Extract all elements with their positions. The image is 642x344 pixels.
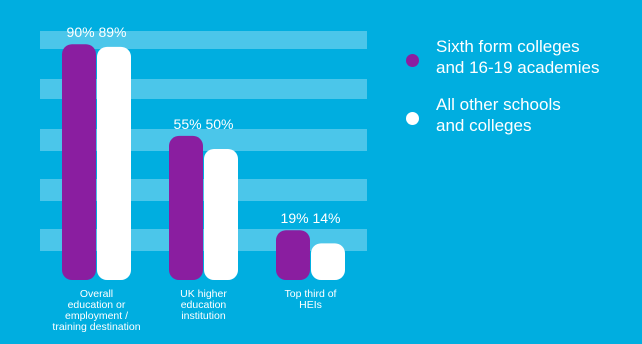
category-label-line: training destination xyxy=(52,321,140,333)
bar-other-schools-0 xyxy=(97,46,131,280)
bar-sixth-form-1 xyxy=(169,135,203,280)
bar-sixth-form-2 xyxy=(276,230,310,280)
category-label-line: HEIs xyxy=(299,299,322,311)
value-label-2: 19% 14% xyxy=(281,210,341,226)
category-label-line: Top third of xyxy=(285,288,337,300)
value-label-1: 55% 50% xyxy=(174,116,234,132)
category-label-line: employment / xyxy=(65,310,128,322)
category-label-line: UK higher xyxy=(180,288,227,300)
legend-swatch-other-schools xyxy=(406,112,419,125)
grid-band-0 xyxy=(40,31,367,49)
category-label-line: education or xyxy=(68,299,126,311)
legend: Sixth form colleges and 16-19 academies … xyxy=(398,36,600,152)
legend-label-other-schools: All other schools and colleges xyxy=(436,95,561,135)
category-label-line: Overall xyxy=(80,288,113,300)
legend-label-sixth-form: Sixth form colleges and 16-19 academies xyxy=(436,37,600,77)
category-label-1: UK higher education institution xyxy=(180,288,227,322)
category-label-0: Overall education or employment / training … xyxy=(52,288,140,333)
bar-other-schools-2 xyxy=(311,243,345,280)
category-label-line: education xyxy=(181,299,227,311)
value-label-0: 90% 89% xyxy=(67,24,127,40)
legend-item-other-schools: All other schools and colleges xyxy=(398,94,600,136)
bar-other-schools-1 xyxy=(204,149,238,280)
legend-swatch-sixth-form xyxy=(406,54,419,67)
category-label-2: Top third of HEIs xyxy=(285,288,337,311)
bar-sixth-form-0 xyxy=(62,44,96,281)
category-label-line: institution xyxy=(181,310,226,322)
legend-item-sixth-form: Sixth form colleges and 16-19 academies xyxy=(398,36,600,78)
